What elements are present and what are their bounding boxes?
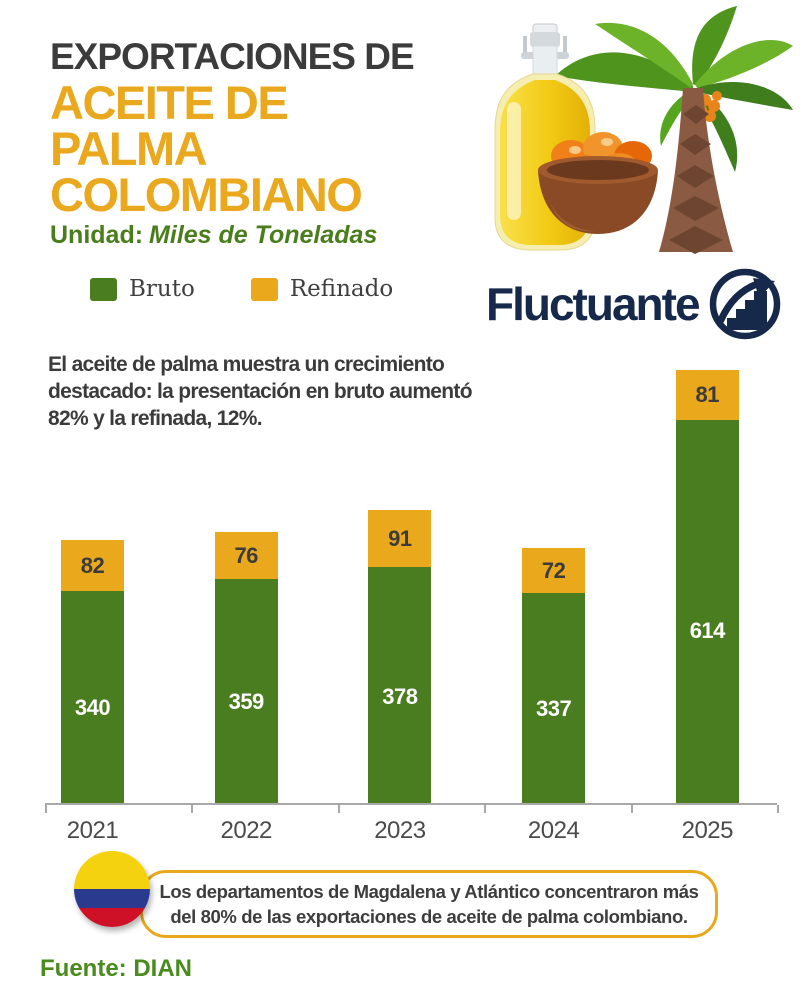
bar-value-label: 614	[689, 617, 726, 643]
bar-segment-bruto-2021: 340	[61, 591, 124, 803]
palm-tree-icon	[555, 6, 793, 254]
x-axis-tick	[630, 805, 633, 813]
bar-group-2024: 72 337	[522, 548, 586, 803]
legend-label-bruto: Bruto	[129, 276, 195, 302]
colombia-flag-icon	[74, 851, 150, 927]
unit-value: Miles de Toneladas	[149, 221, 378, 249]
bar-value-label: 359	[228, 689, 265, 715]
legend-label-refinado: Refinado	[289, 276, 394, 302]
chart-legend: Bruto Refinado	[90, 276, 393, 302]
bar-segment-bruto-2022: 359	[214, 579, 278, 803]
source-line: Fuente: DIAN	[40, 955, 192, 983]
legend-swatch-refinado	[250, 277, 278, 301]
bar-value-label: 91	[388, 525, 412, 551]
source-label: Fuente:	[40, 955, 127, 982]
bar-segment-refinado-2025: 81	[675, 370, 739, 420]
bar-group-2021: 82 340	[61, 540, 124, 803]
bar-segment-refinado-2021: 82	[61, 540, 124, 591]
x-axis	[45, 803, 777, 805]
x-axis-label-2023: 2023	[374, 817, 426, 844]
intro-text: El aceite de palma muestra un crecimient…	[48, 353, 473, 430]
brand-logo: Fluctuante	[486, 268, 781, 340]
bar-group-2023: 91 378	[368, 510, 432, 803]
bar-segment-refinado-2023: 91	[368, 510, 432, 567]
bar-value-label: 82	[80, 552, 105, 578]
x-axis-tick	[777, 805, 779, 813]
x-axis-tick	[337, 805, 340, 813]
bar-value-label: 340	[74, 694, 111, 720]
palm-oil-illustration-svg	[494, 6, 793, 254]
title-accent-line3: COLOMBIANO	[50, 168, 363, 221]
bar-value-label: 81	[695, 382, 720, 407]
x-axis-label-2024: 2024	[527, 817, 580, 844]
title-accent-line2: PALMA	[50, 122, 208, 175]
palm-oil-illustration	[483, 4, 795, 256]
title-accent: ACEITE DE PALMA COLOMBIANO	[50, 76, 363, 221]
bar-group-2025: 81 614	[675, 370, 739, 803]
x-axis-tick	[484, 805, 487, 813]
callout-box: Los departamentos de Magdalena y Atlánti…	[140, 870, 718, 938]
brand-wordmark: Fluctuante	[486, 278, 701, 330]
callout-text: Los departamentos de Magdalena y Atlánti…	[159, 881, 699, 927]
bar-segment-bruto-2025: 614	[675, 420, 739, 803]
legend-item-bruto: Bruto	[90, 276, 195, 302]
x-axis-tick	[45, 805, 47, 813]
fruit-bowl-icon	[538, 132, 658, 234]
x-axis-label-2025: 2025	[681, 817, 734, 844]
bar-segment-bruto-2024: 337	[522, 593, 586, 803]
bar-chart: 82 340 2021 76 359 2022 91 378 2023 72 337 2024 81 61…	[45, 360, 779, 844]
bar-segment-refinado-2024: 72	[522, 548, 586, 593]
bar-segment-bruto-2023: 378	[368, 567, 432, 803]
legend-item-refinado: Refinado	[250, 276, 394, 302]
bar-group-2022: 76 359	[214, 532, 278, 803]
bar-value-label: 378	[382, 683, 418, 709]
x-axis-label-2022: 2022	[220, 817, 272, 844]
title-prefix: EXPORTACIONES DE	[50, 36, 415, 77]
bar-value-label: 337	[535, 695, 572, 721]
unit-line: Unidad: Miles de Toneladas	[50, 221, 377, 250]
source-value: DIAN	[133, 955, 193, 982]
growth-arrow-stairs-icon	[709, 268, 780, 340]
unit-label: Unidad:	[50, 221, 144, 249]
title-accent-line1: ACEITE DE	[50, 76, 289, 129]
bar-value-label: 76	[234, 542, 258, 568]
x-axis-label-2021: 2021	[66, 817, 119, 844]
bar-segment-refinado-2022: 76	[214, 532, 278, 579]
legend-swatch-bruto	[90, 277, 117, 301]
bar-value-label: 72	[541, 557, 566, 583]
x-axis-tick	[191, 805, 194, 813]
